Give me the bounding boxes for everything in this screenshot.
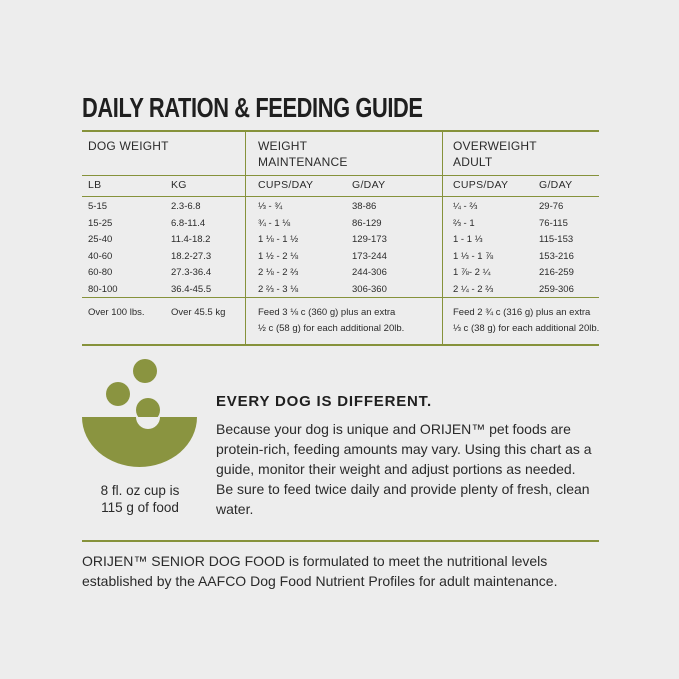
table-cell: 86-129	[352, 217, 382, 229]
table-cell: 153-216	[539, 250, 574, 262]
table-cell: 29-76	[539, 201, 564, 212]
table-cell: ⅔ - 1	[453, 217, 475, 229]
table-subheader-rule	[82, 196, 599, 197]
table-cell: 2 ⅛ - 2 ⅔	[258, 267, 299, 278]
table-cell: ¼ - ⅔	[453, 201, 478, 212]
table-cell: 1 ⅓ - 1 ⅞	[453, 250, 494, 262]
header-weight-maintenance-line1: WEIGHT	[258, 139, 308, 153]
header-overweight-line2: ADULT	[453, 155, 493, 169]
subheader-kg: KG	[171, 179, 187, 191]
table-cell: ¾ - 1 ⅛	[258, 217, 291, 229]
table-header-rule	[82, 175, 599, 176]
table-cell: 40-60	[88, 250, 113, 262]
table-cell: 306-360	[352, 283, 387, 295]
table-divider-2	[442, 131, 443, 345]
subheader-maint-cups: CUPS/DAY	[258, 179, 314, 191]
table-cell: 5-15	[88, 201, 108, 212]
table-cell: 25-40	[88, 234, 113, 245]
header-weight-maintenance-line2: MAINTENANCE	[258, 155, 348, 169]
table-cell: 1 - 1 ⅓	[453, 234, 483, 245]
table-cell: 244-306	[352, 267, 387, 278]
table-cell: 15-25	[88, 217, 113, 229]
bowl-with-kibble-icon	[82, 358, 197, 468]
table-cell: 1 ⅞- 2 ¼	[453, 267, 491, 278]
footer-rule	[82, 540, 599, 542]
table-cell: 36.4-45.5	[171, 283, 212, 295]
table-cell: 115-153	[539, 234, 574, 245]
over100-over-line1: Feed 2 ¾ c (316 g) plus an extra	[453, 307, 591, 318]
table-cell: 76-115	[539, 217, 568, 229]
subheader-maint-grams: G/DAY	[352, 179, 386, 191]
cup-label-line1: 8 fl. oz cup is	[100, 483, 180, 498]
over100-kg: Over 45.5 kg	[171, 307, 226, 318]
cup-label-line2: 115 g of food	[101, 500, 179, 515]
subheader-over-cups: CUPS/DAY	[453, 179, 509, 191]
table-cell: 38-86	[352, 201, 377, 212]
section-body: Because your dog is unique and ORIJEN™ p…	[216, 421, 592, 517]
table-divider-1	[245, 131, 246, 345]
cup-label: 8 fl. oz cup is 115 g of food	[82, 482, 198, 516]
table-top-rule	[82, 130, 599, 132]
table-cell: 27.3-36.4	[171, 267, 212, 278]
table-cell: 11.4-18.2	[171, 234, 211, 245]
table-cell: 18.2-27.3	[171, 250, 212, 262]
over100-maint-line1: Feed 3 ⅛ c (360 g) plus an extra	[258, 307, 396, 318]
table-cell: 129-173	[352, 234, 387, 245]
table-body-rule	[82, 297, 599, 298]
table-cell: ⅓ - ¾	[258, 201, 283, 212]
table-cell: 2 ⅔ - 3 ⅛	[258, 283, 299, 295]
table-cell: 60-80	[88, 267, 113, 278]
footer-text: ORIJEN™ SENIOR DOG FOOD is formulated to…	[82, 553, 558, 589]
over100-over-line2: ⅓ c (38 g) for each additional 20lb.	[453, 323, 600, 334]
subheader-lb: LB	[88, 179, 102, 191]
page-title: DAILY RATION & FEEDING GUIDE	[82, 92, 423, 123]
table-cell: 173-244	[352, 250, 387, 262]
subheader-over-grams: G/DAY	[539, 179, 573, 191]
table-cell: 1 ½ - 2 ⅛	[258, 250, 299, 262]
section-title: EVERY DOG IS DIFFERENT.	[216, 393, 432, 410]
table-cell: 259-306	[539, 283, 574, 295]
header-overweight-line1: OVERWEIGHT	[453, 139, 537, 153]
over100-lb: Over 100 lbs.	[88, 307, 145, 318]
table-cell: 1 ⅛ - 1 ½	[258, 234, 299, 245]
table-bottom-rule	[82, 344, 599, 346]
table-cell: 2.3-6.8	[171, 201, 201, 212]
table-cell: 80-100	[88, 283, 118, 295]
table-cell: 2 ¼ - 2 ⅔	[453, 283, 494, 295]
over100-maint-line2: ½ c (58 g) for each additional 20lb.	[258, 323, 405, 334]
table-cell: 6.8-11.4	[171, 217, 206, 229]
table-cell: 216-259	[539, 267, 574, 278]
header-dog-weight: DOG WEIGHT	[88, 139, 169, 153]
